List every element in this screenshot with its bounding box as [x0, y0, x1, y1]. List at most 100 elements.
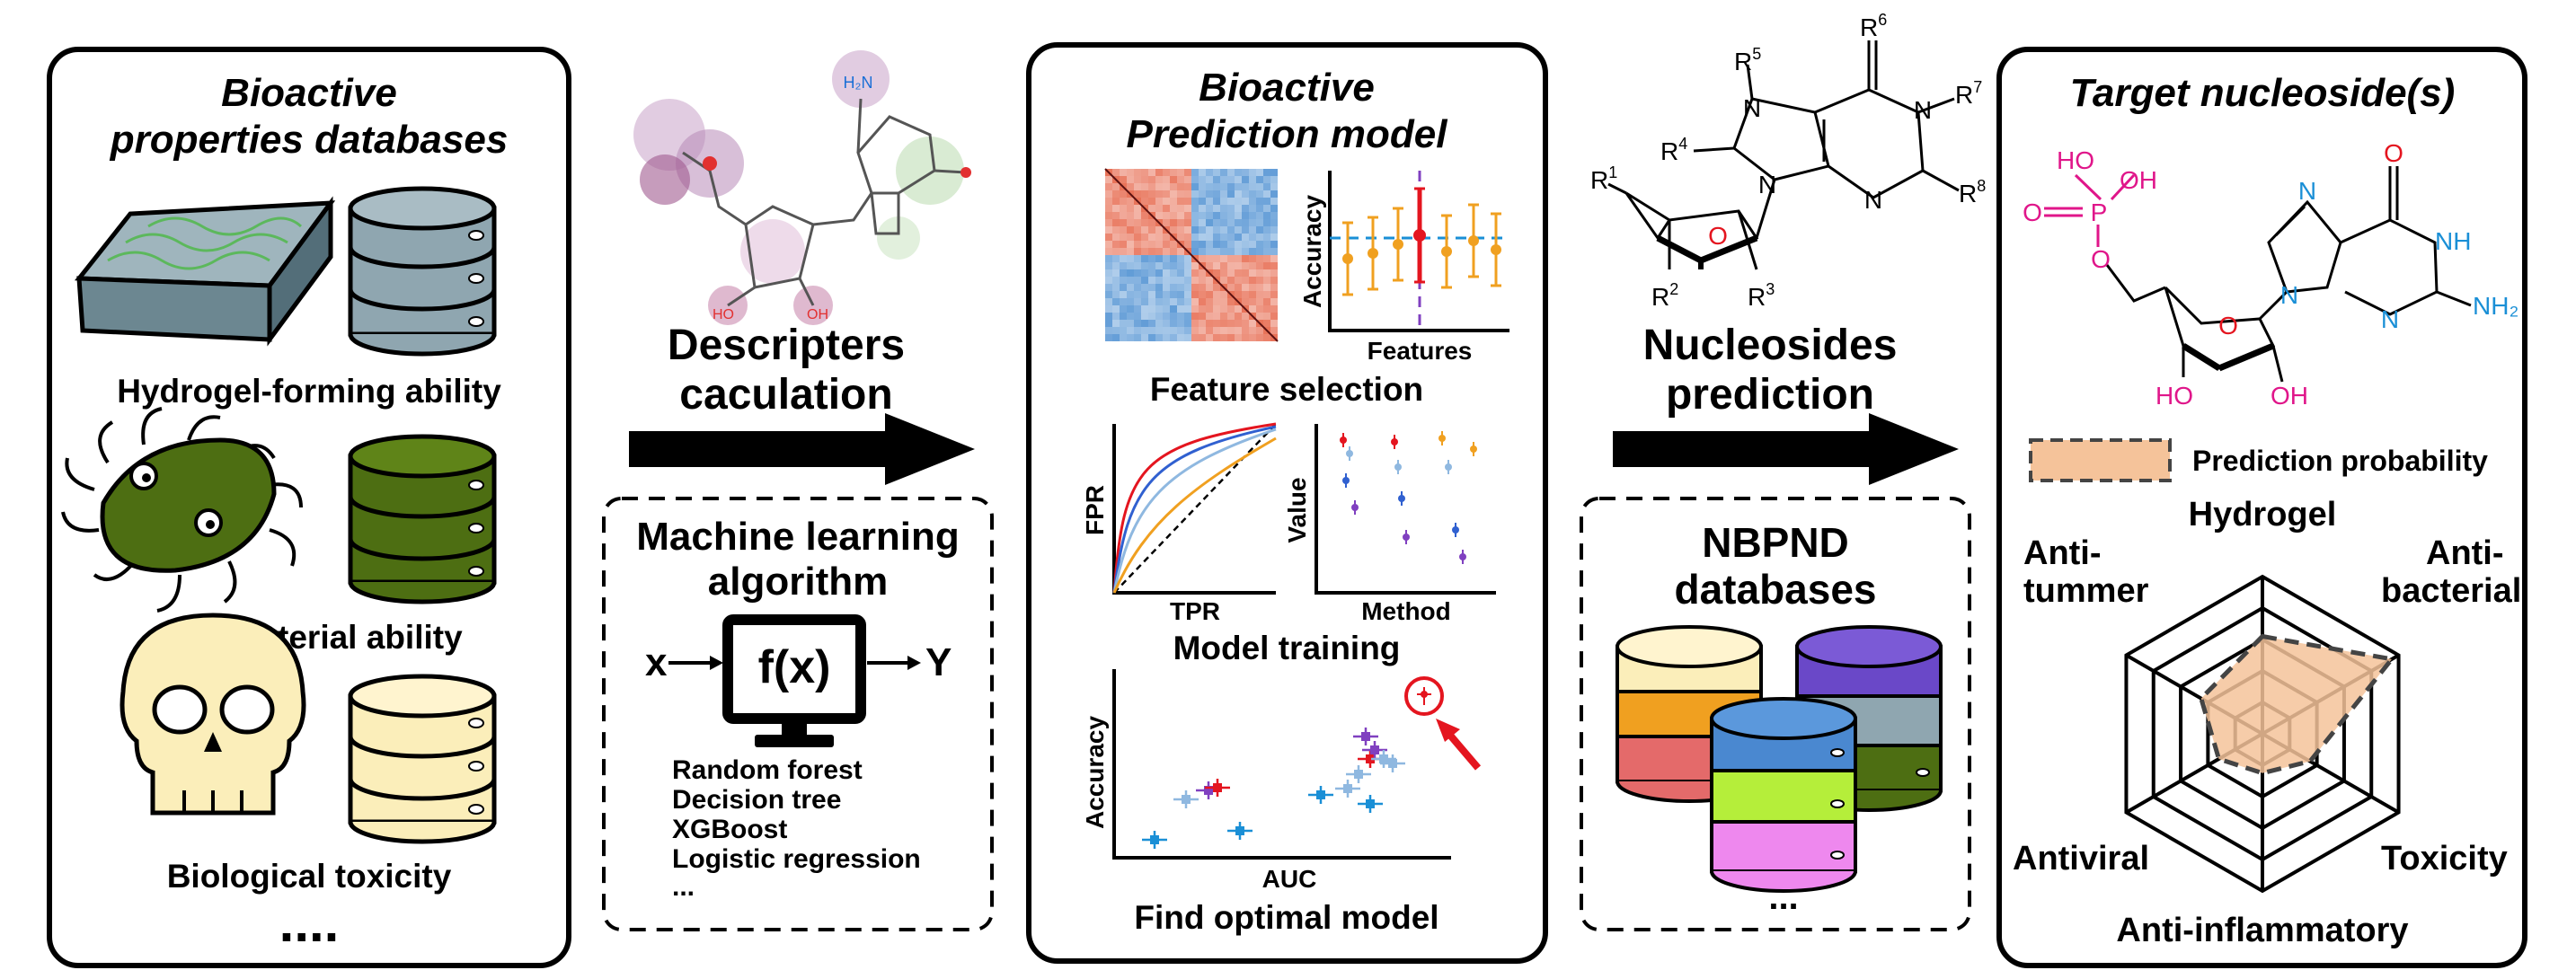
r8-substituent: R8: [1959, 177, 1986, 207]
heatmap-cell: [1191, 277, 1199, 284]
arrow-right-icon: [1613, 413, 1959, 485]
heatmap-cell: [1155, 269, 1163, 277]
heatmap-cell: [1235, 212, 1242, 219]
heatmap-cell: [1227, 262, 1235, 269]
heatmap-cell: [1191, 219, 1199, 226]
heatmap-cell: [1256, 183, 1263, 190]
heatmap-cell: [1199, 291, 1206, 298]
heatmap-cell: [1184, 327, 1191, 334]
heatmap-cell: [1127, 205, 1134, 212]
heatmap-cell: [1112, 298, 1120, 305]
heatmap-cell: [1270, 183, 1278, 190]
heatmap-cell: [1148, 176, 1155, 183]
heatmap-cell: [1206, 313, 1213, 320]
heatmap-cell: [1155, 291, 1163, 298]
data-point: [1403, 534, 1410, 541]
heatmap-cell: [1112, 284, 1120, 291]
data-point: [1388, 759, 1397, 768]
heatmap-cell: [1263, 234, 1270, 241]
heatmap-cell: [1141, 212, 1148, 219]
heatmap-cell: [1170, 305, 1177, 313]
heatmap-cell: [1191, 198, 1199, 205]
heatmap-cell: [1134, 212, 1141, 219]
radar-axis-antitummer-1: Anti-: [2023, 534, 2102, 572]
algorithm-item: Decision tree: [672, 785, 841, 815]
r6-substituent: R6: [1860, 11, 1887, 41]
panel-title-line1: Bioactive: [221, 71, 397, 115]
heatmap-cell: [1105, 327, 1112, 334]
heatmap-cell: [1148, 327, 1155, 334]
heatmap-cell: [1155, 212, 1163, 219]
heatmap-cell: [1191, 305, 1199, 313]
data-point: [1346, 450, 1353, 457]
heatmap-cell: [1249, 190, 1256, 198]
heatmap-cell: [1170, 313, 1177, 320]
heatmap-cell: [1120, 190, 1127, 198]
heatmap-cell: [1120, 234, 1127, 241]
heatmap-cell: [1227, 305, 1235, 313]
heatmap-cell: [1141, 320, 1148, 327]
heatmap-cell: [1163, 219, 1170, 226]
r4-substituent: R4: [1660, 135, 1687, 165]
heatmap-cell: [1184, 284, 1191, 291]
heatmap-cell: [1213, 248, 1220, 255]
heatmap-cell: [1134, 205, 1141, 212]
antibacterial-database-icon: [348, 434, 497, 604]
heatmap-cell: [1227, 334, 1235, 341]
heatmap-cell: [1170, 226, 1177, 234]
heatmap-cell: [1105, 269, 1112, 277]
heatmap-cell: [1170, 205, 1177, 212]
heatmap-cell: [1134, 190, 1141, 198]
heatmap-cell: [1256, 313, 1263, 320]
heatmap-cell: [1242, 234, 1249, 241]
heatmap-cell: [1249, 320, 1256, 327]
data-point: [1445, 463, 1452, 471]
heatmap-cell: [1213, 313, 1220, 320]
heatmap-cell: [1227, 277, 1235, 284]
heatmap-cell: [1141, 269, 1148, 277]
heatmap-cell: [1120, 313, 1127, 320]
heatmap-cell: [1242, 183, 1249, 190]
heatmap-cell: [1270, 327, 1278, 334]
heatmap-cell: [1112, 327, 1120, 334]
heatmap-cell: [1148, 183, 1155, 190]
heatmap-cell: [1235, 262, 1242, 269]
heatmap-cell: [1263, 313, 1270, 320]
hydroxyl-label-left: HO: [713, 307, 734, 322]
heatmap-cell: [1206, 219, 1213, 226]
heatmap-cell: [1105, 226, 1112, 234]
data-point: [1351, 504, 1359, 511]
heatmap-cell: [1177, 327, 1184, 334]
heatmap-cell: [1163, 305, 1170, 313]
heatmap-cell: [1256, 219, 1263, 226]
imide-nh: NH: [2435, 227, 2471, 255]
heatmap-cell: [1148, 190, 1155, 198]
heatmap-cell: [1263, 305, 1270, 313]
heatmap-cell: [1227, 183, 1235, 190]
heatmap-cell: [1134, 334, 1141, 341]
ring-nitrogen: N: [1864, 186, 1882, 214]
heatmap-cell: [1191, 334, 1199, 341]
data-point: [1398, 495, 1405, 502]
heatmap-cell: [1120, 284, 1127, 291]
heatmap-cell: [1213, 320, 1220, 327]
sugar-oh: OH: [2271, 382, 2308, 410]
heatmap-cell: [1191, 183, 1199, 190]
heatmap-cell: [1263, 190, 1270, 198]
heatmap-cell: [1177, 298, 1184, 305]
heatmap-cell: [1134, 234, 1141, 241]
heatmap-cell: [1227, 269, 1235, 277]
heatmap-cell: [1120, 205, 1127, 212]
target-nucleoside-panel: Target nucleoside(s): [1996, 47, 2527, 968]
heatmap-cell: [1206, 320, 1213, 327]
heatmap-cell: [1235, 284, 1242, 291]
r2-substituent: R2: [1651, 280, 1678, 311]
heatmap-cell: [1213, 205, 1220, 212]
function-label: f(x): [758, 641, 831, 693]
heatmap-cell: [1235, 183, 1242, 190]
heatmap-cell: [1263, 255, 1270, 262]
heatmap-cell: [1220, 169, 1227, 176]
heatmap-cell: [1206, 277, 1213, 284]
heatmap-cell: [1191, 269, 1199, 277]
